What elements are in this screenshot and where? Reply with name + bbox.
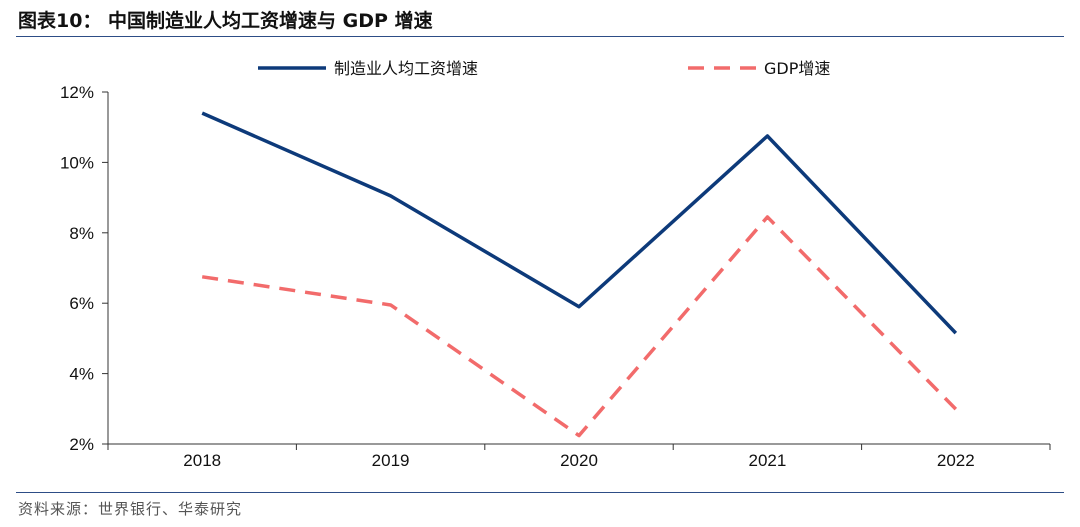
figure-title: 图表10： 中国制造业人均工资增速与 GDP 增速 — [18, 10, 433, 32]
x-tick-label: 2020 — [560, 451, 598, 470]
y-tick-label: 10% — [60, 153, 94, 172]
y-tick-label: 12% — [60, 83, 94, 102]
y-tick-label: 4% — [69, 365, 94, 384]
header-divider — [16, 36, 1064, 37]
y-tick-label: 2% — [69, 435, 94, 454]
y-tick-label: 6% — [69, 294, 94, 313]
x-tick-label: 2018 — [183, 451, 221, 470]
y-tick-label: 8% — [69, 224, 94, 243]
line-chart: 制造业人均工资增速 GDP增速 2% 4% 6% 8% 10% 12% 2018 2019 202… — [60, 59, 1051, 470]
x-tick-label: 2022 — [937, 451, 975, 470]
axes: 2% 4% 6% 8% 10% 12% 2018 2019 2020 2021 2022 — [60, 83, 1051, 470]
legend-label-wage: 制造业人均工资增速 — [334, 59, 478, 78]
legend: 制造业人均工资增速 GDP增速 — [258, 59, 830, 78]
legend-label-gdp: GDP增速 — [764, 59, 830, 78]
footer-divider — [16, 492, 1064, 493]
source-note: 资料来源：世界银行、华泰研究 — [18, 500, 243, 518]
x-tick-label: 2021 — [748, 451, 786, 470]
wage-growth-line — [201, 111, 958, 335]
series-lines — [201, 111, 958, 438]
x-tick-label: 2019 — [372, 451, 410, 470]
gdp-growth-line — [201, 215, 958, 438]
